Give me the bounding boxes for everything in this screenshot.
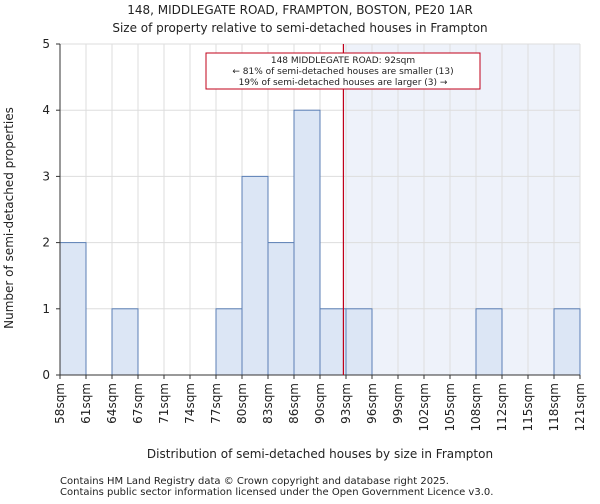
x-tick-label: 112sqm: [495, 383, 509, 431]
bar-108sqm: [475, 308, 503, 376]
annotation-box: 148 MIDDLEGATE ROAD: 92sqm ← 81% of semi…: [205, 52, 481, 90]
x-tick-label: 99sqm: [391, 383, 405, 424]
x-tick-label: 58sqm: [53, 383, 67, 424]
chart-title: 148, MIDDLEGATE ROAD, FRAMPTON, BOSTON, …: [127, 3, 473, 17]
bar-58sqm: [59, 242, 87, 376]
y-tick-label: 2: [42, 236, 50, 250]
y-tick-label: 1: [42, 302, 50, 316]
x-tick-label: 67sqm: [131, 383, 145, 424]
chart-subtitle: Size of property relative to semi-detach…: [112, 21, 487, 35]
annotation-border: [205, 52, 481, 90]
x-tick-label: 108sqm: [469, 383, 483, 431]
annotation-line2: ← 81% of semi-detached houses are smalle…: [232, 67, 453, 77]
x-tick-label: 61sqm: [79, 383, 93, 424]
bar-64sqm: [111, 308, 139, 376]
bar-118sqm: [553, 308, 581, 376]
annotation-line1: 148 MIDDLEGATE ROAD: 92sqm: [271, 56, 415, 66]
x-tick-label: 96sqm: [365, 383, 379, 424]
bar-90sqm: [319, 308, 347, 376]
y-tick-label: 4: [42, 103, 50, 117]
x-tick-label: 83sqm: [261, 383, 275, 424]
x-tick-label: 90sqm: [313, 383, 327, 424]
bar-layer: [59, 109, 581, 376]
x-tick-label: 93sqm: [339, 383, 353, 424]
x-tick-label: 80sqm: [235, 383, 249, 424]
x-tick-label: 86sqm: [287, 383, 301, 424]
x-tick-label: 115sqm: [521, 383, 535, 431]
bar-77sqm: [215, 308, 243, 376]
footer-line1: Contains HM Land Registry data © Crown c…: [60, 476, 449, 487]
x-tick-label: 118sqm: [547, 383, 561, 431]
y-tick-label: 3: [42, 169, 50, 183]
axis-layer: 0 1 2 3 4 5 58sqm 61sqm 64sqm 67sqm 71sqm 74sqm 77sq…: [42, 37, 587, 431]
x-tick-label: 102sqm: [417, 383, 431, 431]
footer-line2: Contains public sector information licen…: [60, 487, 493, 498]
bar-83sqm: [267, 242, 295, 376]
x-tick-label: 77sqm: [209, 383, 223, 424]
y-tick-label: 0: [42, 368, 50, 382]
x-tick-label: 74sqm: [183, 383, 197, 424]
bar-86sqm: [293, 109, 321, 376]
bar-93sqm: [345, 308, 373, 376]
highlight-region: [343, 44, 580, 375]
annotation-line3: 19% of semi-detached houses are larger (…: [239, 78, 448, 88]
x-tick-label: 105sqm: [443, 383, 457, 431]
x-tick-label: 64sqm: [105, 383, 119, 424]
x-tick-label: 121sqm: [573, 383, 587, 431]
y-tick-label: 5: [42, 37, 50, 51]
highlight-layer: [343, 44, 580, 375]
y-axis-label: Number of semi-detached properties: [2, 107, 16, 329]
bar-80sqm: [241, 175, 269, 376]
x-axis-label: Distribution of semi-detached houses by …: [147, 447, 493, 461]
x-tick-label: 71sqm: [157, 383, 171, 424]
